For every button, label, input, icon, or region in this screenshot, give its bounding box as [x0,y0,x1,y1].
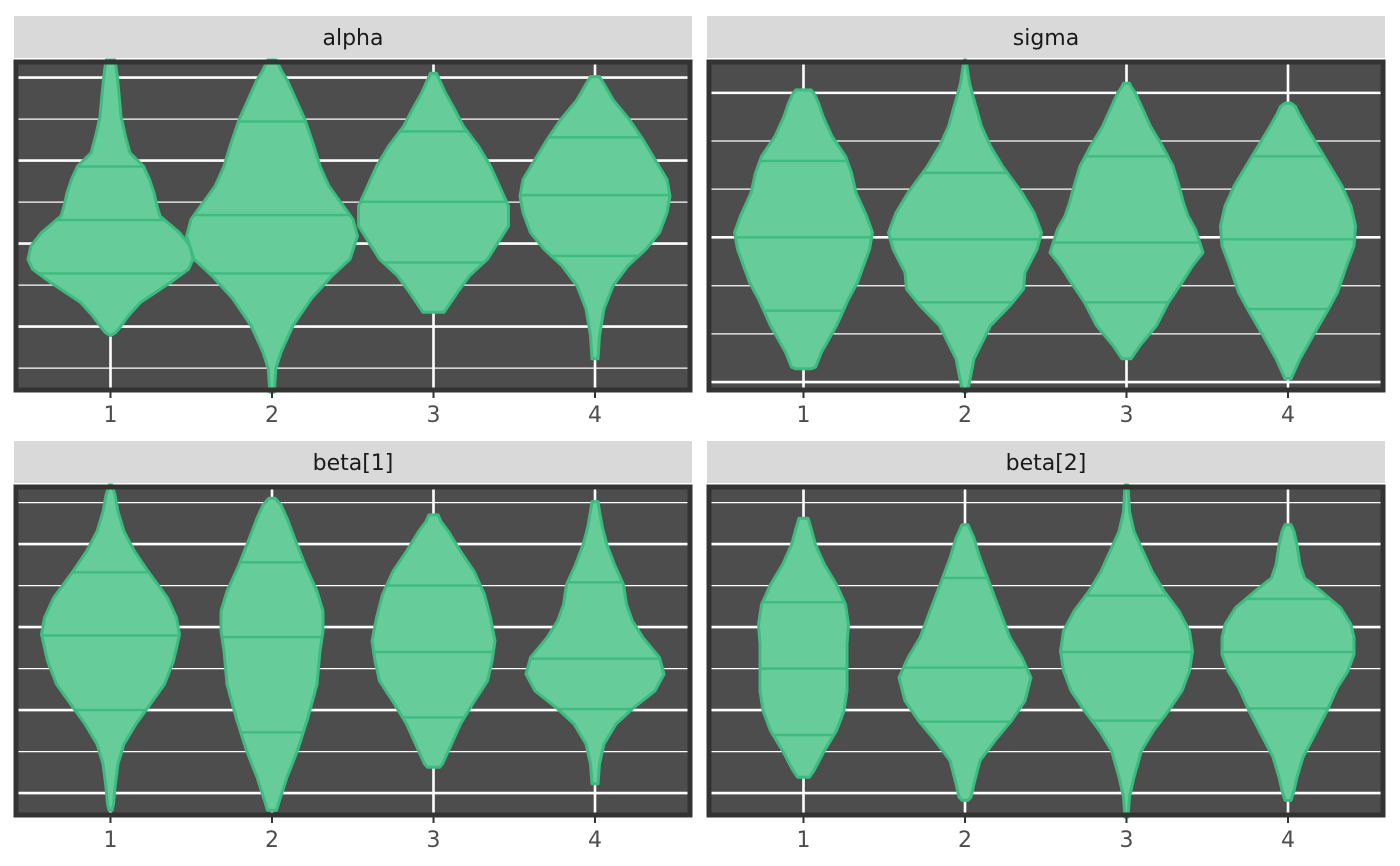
violin-2 [897,523,1033,802]
panel-border [706,59,1386,393]
panel-border [706,484,1386,818]
violin-1 [26,58,195,338]
x-tick-label: 2 [958,403,972,428]
x-tick-label: 4 [1281,403,1295,428]
panel-border [13,484,693,818]
facet-title: sigma [1013,26,1079,51]
facet-title: beta[1] [313,451,394,476]
violin-4 [518,75,672,361]
x-tick-label: 3 [427,403,441,428]
x-tick-label: 1 [797,403,811,428]
x-tick-label: 1 [104,828,118,853]
x-tick-label: 3 [1120,403,1134,428]
x-tick-label: 1 [797,828,811,853]
x-tick-label: 2 [958,828,972,853]
strip-background [14,16,692,58]
violin-3 [1048,81,1205,361]
violin-1 [733,88,874,371]
facet-title: alpha [323,26,384,51]
facet-0: alpha 1 2 3 4 [13,16,693,428]
violin-3 [357,71,510,314]
violin-4 [524,500,666,786]
strip-background [14,441,692,483]
strip-background [707,16,1385,58]
x-tick-label: 2 [265,403,279,428]
x-tick-label: 4 [1281,828,1295,853]
facet-3: beta[2] 1 2 3 4 [706,441,1386,853]
x-tick-label: 4 [588,403,602,428]
x-tick-label: 2 [265,828,279,853]
strip-background [707,441,1385,483]
x-tick-label: 3 [427,828,441,853]
facet-title: beta[2] [1006,451,1087,476]
x-tick-label: 4 [588,828,602,853]
facet-2: beta[1] 1 2 3 4 [13,441,693,853]
violin-1 [757,516,850,779]
facet-1: sigma 1 2 3 4 [706,16,1386,428]
panel-border [13,59,693,393]
x-tick-label: 1 [104,403,118,428]
x-tick-label: 3 [1120,828,1134,853]
violin-3 [370,513,497,769]
violin-4 [1220,523,1356,802]
